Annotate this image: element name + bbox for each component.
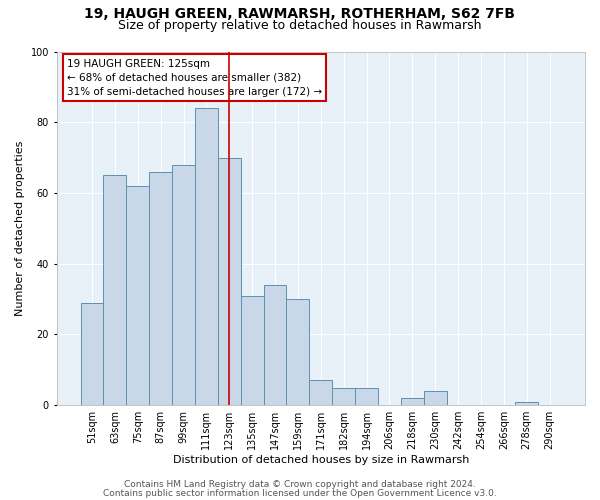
Text: 19, HAUGH GREEN, RAWMARSH, ROTHERHAM, S62 7FB: 19, HAUGH GREEN, RAWMARSH, ROTHERHAM, S6… (85, 8, 515, 22)
Text: Size of property relative to detached houses in Rawmarsh: Size of property relative to detached ho… (118, 19, 482, 32)
Bar (241, 296, 263, 405)
Bar (310, 380, 332, 405)
Bar (218, 158, 241, 405)
Bar (195, 108, 218, 405)
Text: Contains HM Land Registry data © Crown copyright and database right 2024.: Contains HM Land Registry data © Crown c… (124, 480, 476, 489)
Text: 19 HAUGH GREEN: 125sqm
← 68% of detached houses are smaller (382)
31% of semi-de: 19 HAUGH GREEN: 125sqm ← 68% of detached… (67, 58, 322, 96)
Y-axis label: Number of detached properties: Number of detached properties (15, 140, 25, 316)
Bar (172, 164, 195, 405)
Bar (332, 388, 355, 405)
X-axis label: Distribution of detached houses by size in Rawmarsh: Distribution of detached houses by size … (173, 455, 469, 465)
Bar (355, 388, 378, 405)
Bar (80, 302, 103, 405)
Bar (286, 299, 310, 405)
Bar (515, 402, 538, 405)
Bar (103, 176, 127, 405)
Bar (263, 285, 286, 405)
Bar (401, 398, 424, 405)
Bar (424, 391, 446, 405)
Bar (149, 172, 172, 405)
Bar (127, 186, 149, 405)
Text: Contains public sector information licensed under the Open Government Licence v3: Contains public sector information licen… (103, 488, 497, 498)
